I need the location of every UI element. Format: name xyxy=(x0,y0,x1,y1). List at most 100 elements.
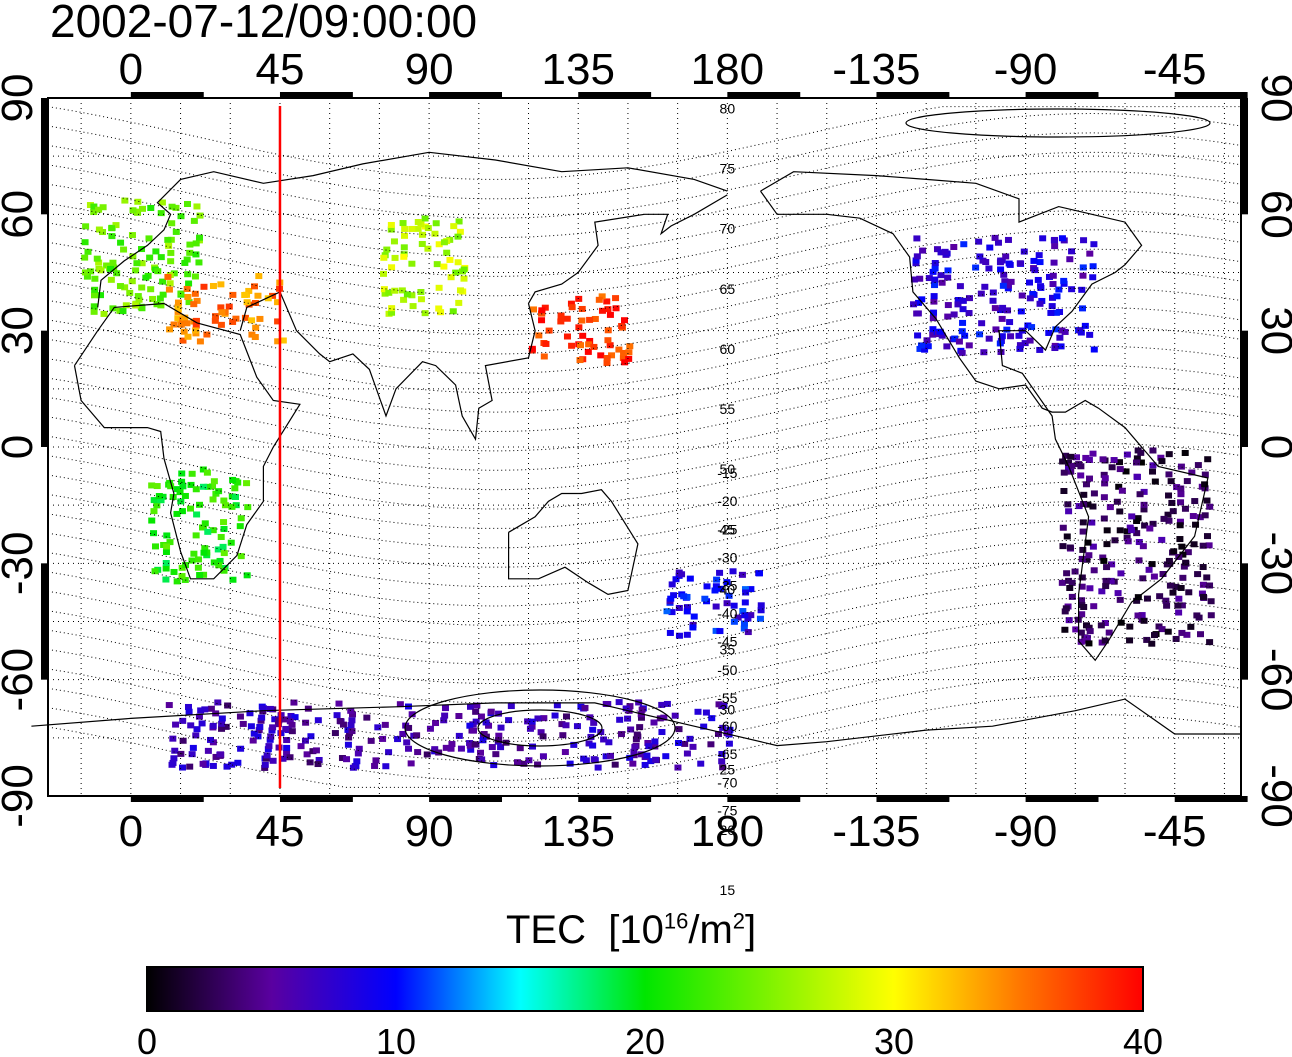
tec-cell xyxy=(994,239,1002,246)
tec-cell xyxy=(1062,605,1070,612)
tec-cell xyxy=(638,706,646,713)
tec-cell xyxy=(637,714,645,721)
tec-cell xyxy=(1015,332,1023,339)
contour-label: 45 xyxy=(720,521,736,537)
tec-cell xyxy=(193,511,201,518)
tec-cell xyxy=(423,751,431,758)
tec-cell xyxy=(1065,617,1073,624)
tec-cell xyxy=(1200,593,1208,600)
tec-cell xyxy=(166,280,174,287)
tec-cell xyxy=(433,261,441,268)
tec-cell xyxy=(1165,451,1173,458)
tec-cell xyxy=(249,737,257,744)
tec-cell xyxy=(954,297,962,304)
colorbar-tick-label: 30 xyxy=(874,1021,914,1057)
tec-cell xyxy=(690,613,698,620)
tec-cell xyxy=(520,760,528,767)
tec-cell xyxy=(977,290,985,297)
tec-cell xyxy=(440,239,448,246)
tec-cell xyxy=(590,719,598,726)
tec-cell xyxy=(1020,248,1028,255)
tec-cell xyxy=(1089,450,1097,457)
tec-cell xyxy=(1101,480,1109,487)
tec-cell xyxy=(177,498,185,505)
tec-cell xyxy=(1203,574,1211,581)
tec-cell xyxy=(367,737,375,744)
tec-cell xyxy=(703,583,711,590)
tec-cell xyxy=(675,632,683,639)
lat-tick-right: -60 xyxy=(1252,648,1292,712)
tec-cell xyxy=(192,327,200,334)
tec-cell xyxy=(589,726,597,733)
border-band xyxy=(1174,796,1248,802)
tec-cell xyxy=(1079,519,1087,526)
tec-cell xyxy=(1160,515,1168,522)
tec-cell xyxy=(172,721,180,728)
tec-cell xyxy=(1029,290,1037,297)
tec-cell xyxy=(470,727,478,734)
tec-cell xyxy=(1084,539,1092,546)
tec-cell xyxy=(207,705,215,712)
tec-cell xyxy=(193,297,201,304)
tec-cell xyxy=(209,483,217,490)
tec-cell xyxy=(181,314,189,321)
tec-cell xyxy=(152,543,160,550)
tec-cell xyxy=(1113,498,1121,505)
tec-cell xyxy=(1077,472,1085,479)
tec-cell xyxy=(719,764,727,771)
tec-cell xyxy=(195,713,203,720)
tec-cell xyxy=(1192,521,1200,528)
tec-cell xyxy=(1098,588,1106,595)
tec-cell xyxy=(674,764,682,771)
tec-cell xyxy=(1080,237,1088,244)
tec-cell xyxy=(585,341,593,348)
tec-cell xyxy=(933,246,941,253)
north-pole-contour xyxy=(905,108,1211,138)
tec-cell xyxy=(1133,597,1141,604)
tec-cell xyxy=(1031,267,1039,274)
tec-cell xyxy=(1182,559,1190,566)
tec-cell xyxy=(1052,309,1060,316)
tec-cell xyxy=(600,736,608,743)
tec-cell xyxy=(989,297,997,304)
tec-cell xyxy=(199,483,207,490)
lon-tick-top: 45 xyxy=(255,45,304,94)
tec-cell xyxy=(167,483,175,490)
tec-cell xyxy=(121,284,129,291)
tec-cell xyxy=(355,745,363,752)
tec-cell xyxy=(93,255,101,262)
tec-cell xyxy=(757,607,765,614)
tec-cell xyxy=(1158,536,1166,543)
tec-cell xyxy=(747,612,755,619)
tec-cell xyxy=(184,333,192,340)
tec-cell xyxy=(286,718,294,725)
contour-label: -60 xyxy=(717,718,737,734)
contour-line xyxy=(47,617,1242,704)
tec-cell xyxy=(667,595,675,602)
contour-line xyxy=(47,345,1242,433)
tec-cell xyxy=(203,331,211,338)
tec-cell xyxy=(686,735,694,742)
tec-cell xyxy=(426,725,434,732)
tec-cell xyxy=(204,483,212,490)
tec-cell xyxy=(1117,570,1125,577)
tec-cell xyxy=(251,334,259,341)
tec-cell xyxy=(1116,508,1124,515)
contour-line xyxy=(47,675,1242,762)
tec-cell xyxy=(1201,471,1209,478)
tec-cell xyxy=(1116,596,1124,603)
tec-cell xyxy=(199,466,207,473)
tec-cell xyxy=(250,730,258,737)
tec-cell xyxy=(99,204,107,211)
tec-cell xyxy=(535,332,543,339)
tec-cell xyxy=(683,750,691,757)
tec-cell xyxy=(921,346,929,353)
tec-cell xyxy=(151,568,159,575)
contour-label: 35 xyxy=(720,641,736,657)
tec-cell xyxy=(1151,632,1159,639)
tec-cell xyxy=(975,238,983,245)
tec-cell xyxy=(604,337,612,344)
contour-label: 25 xyxy=(720,762,736,778)
tec-cell xyxy=(965,342,973,349)
tec-cell xyxy=(1133,473,1141,480)
